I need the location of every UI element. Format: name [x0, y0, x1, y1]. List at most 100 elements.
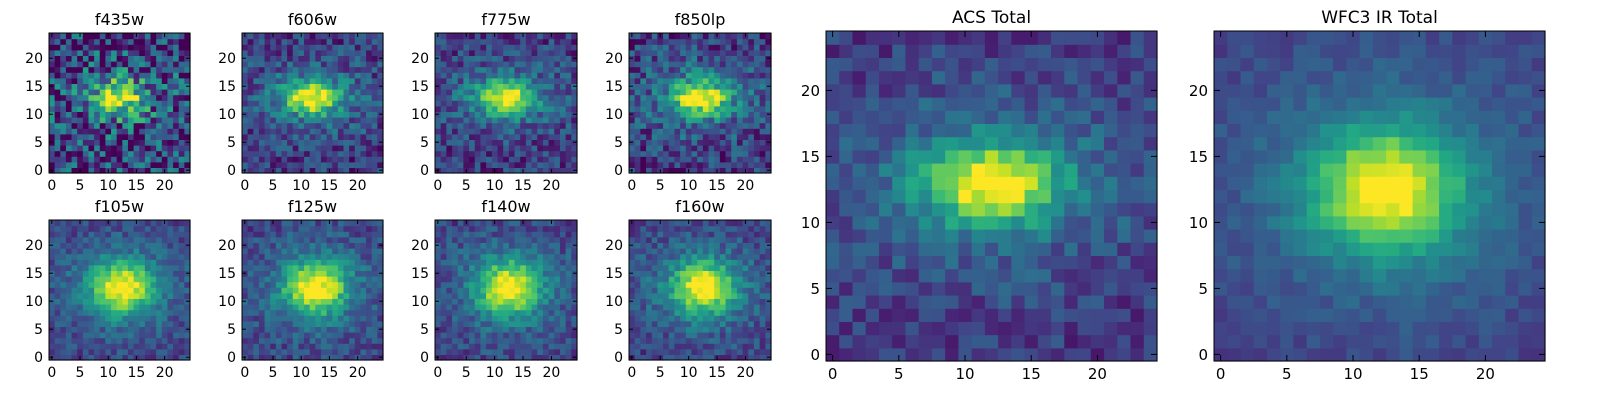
heatmap-cell: [377, 133, 384, 140]
heatmap-cell: [270, 276, 277, 283]
heatmap-cell: [139, 276, 146, 283]
heatmap-cell: [366, 236, 373, 243]
heatmap-cell: [514, 270, 521, 277]
heatmap-cell: [640, 298, 647, 305]
heatmap-cell: [525, 270, 533, 277]
heatmap-cell: [748, 298, 755, 305]
heatmap-cell: [139, 61, 146, 68]
heatmap-cell: [629, 100, 636, 107]
heatmap-cell: [366, 298, 373, 305]
heatmap-cell: [258, 145, 266, 152]
heatmap-cell: [116, 225, 123, 232]
heatmap-cell: [508, 83, 516, 90]
heatmap-cell: [377, 117, 384, 124]
heatmap-cell: [542, 309, 550, 316]
heatmap-cell: [332, 150, 339, 157]
heatmap-cell: [668, 156, 676, 163]
heatmap-cell: [514, 281, 521, 288]
heatmap-cell: [548, 264, 555, 271]
heatmap-cell: [281, 156, 288, 163]
heatmap-cell: [571, 94, 578, 101]
heatmap-cell: [343, 38, 350, 45]
heatmap-cell: [503, 309, 510, 316]
heatmap-cell: [264, 298, 271, 305]
heatmap-cell: [343, 292, 350, 299]
y-tick-label: 5: [227, 135, 236, 151]
heatmap-cell: [748, 150, 755, 157]
heatmap-cell: [554, 122, 561, 129]
heatmap-cell: [156, 122, 163, 129]
heatmap-cell: [486, 94, 493, 101]
heatmap-cell: [275, 259, 283, 266]
heatmap-cell: [486, 117, 493, 124]
heatmap-cell: [691, 128, 698, 135]
heatmap-cell: [49, 343, 56, 350]
heatmap-cell: [111, 89, 118, 96]
heatmap-cell: [548, 315, 555, 322]
heatmap-cell: [343, 343, 350, 350]
heatmap-cell: [65, 337, 73, 344]
heatmap-cell: [292, 320, 299, 327]
heatmap-cell: [542, 231, 550, 238]
heatmap-cell: [99, 231, 106, 238]
heatmap-cell: [94, 248, 101, 255]
heatmap-cell: [486, 145, 493, 152]
heatmap-cell: [657, 66, 664, 73]
heatmap-cell: [503, 100, 510, 107]
heatmap-cell: [105, 264, 112, 271]
heatmap-cell: [264, 270, 271, 277]
heatmap-cell: [167, 304, 174, 311]
heatmap-cell: [127, 264, 135, 271]
heatmap-cell: [753, 38, 761, 45]
axes-frame: [628, 32, 772, 174]
heatmap-cell: [82, 105, 90, 112]
heatmap-cell: [486, 320, 493, 327]
heatmap-cell: [474, 61, 482, 68]
heatmap-cell: [634, 61, 641, 68]
heatmap-cell: [514, 83, 521, 90]
heatmap-cell: [82, 33, 90, 40]
heatmap-cell: [525, 248, 533, 255]
heatmap-cell: [446, 105, 453, 112]
heatmap-cell: [133, 122, 140, 129]
heatmap-cell: [82, 326, 90, 333]
heatmap-cell: [753, 309, 761, 316]
heatmap-cells: [49, 220, 191, 361]
heatmap-cell: [565, 309, 572, 316]
heatmap-cell: [349, 220, 356, 227]
heatmap-cell: [150, 298, 157, 305]
heatmap-cell: [440, 128, 447, 135]
heatmap-cell: [332, 337, 339, 344]
heatmap-cell: [491, 49, 499, 56]
heatmap-cell: [702, 309, 710, 316]
heatmap-cell: [343, 72, 350, 79]
heatmap-cell: [697, 72, 704, 79]
heatmap-cell: [178, 83, 185, 90]
heatmap-cell: [116, 161, 123, 168]
heatmap-cell: [247, 33, 254, 40]
axes-frame: [434, 219, 578, 361]
heatmap-cell: [167, 49, 174, 56]
heatmap-cell: [674, 139, 681, 146]
heatmap-cell: [640, 304, 647, 311]
heatmap-cell: [156, 161, 163, 168]
x-tick-label: 20: [543, 365, 561, 381]
heatmap-cell: [474, 253, 482, 260]
heatmap-cell: [354, 309, 362, 316]
heatmap-cell: [537, 259, 544, 266]
heatmap-cell: [554, 44, 561, 51]
heatmap-cell: [702, 348, 710, 355]
heatmap-cell: [469, 156, 476, 163]
heatmap-cell: [480, 139, 487, 146]
heatmap-cell: [371, 156, 378, 163]
heatmap-cell: [674, 61, 681, 68]
heatmap-cell: [680, 304, 687, 311]
heatmap-cell: [304, 117, 311, 124]
heatmap-cell: [354, 150, 362, 157]
heatmap-cell: [646, 309, 653, 316]
heatmap-cell: [99, 326, 106, 333]
heatmap-cell: [542, 320, 550, 327]
heatmap-cell: [657, 100, 664, 107]
heatmap-cell: [309, 348, 316, 355]
heatmap-cell: [542, 287, 550, 294]
